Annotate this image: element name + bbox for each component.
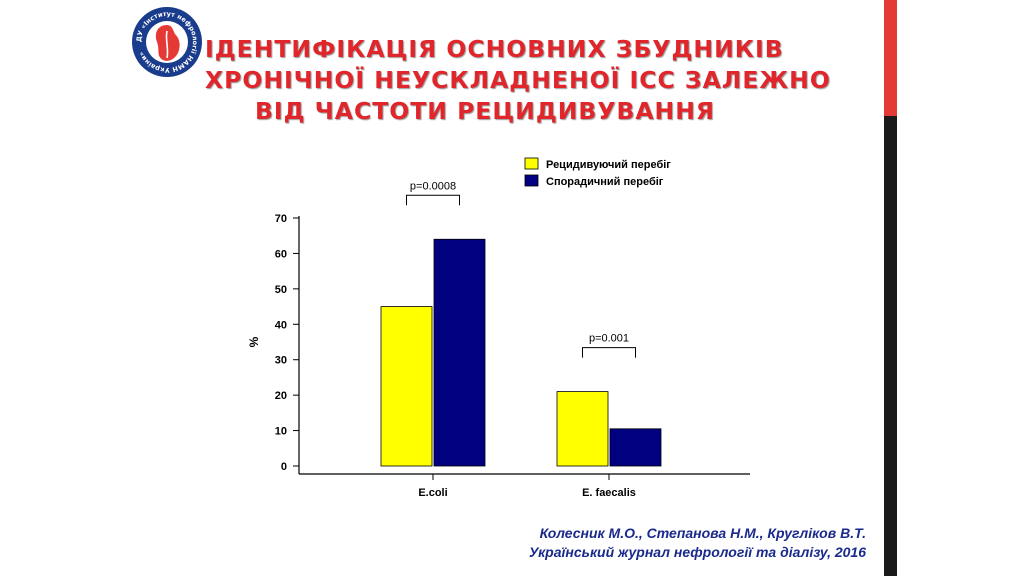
citation: Колесник М.О., Степанова Н.М., Кругліков… (529, 524, 866, 562)
side-bar (884, 0, 897, 576)
bar (380, 306, 433, 467)
significance-label: p=0.001 (589, 333, 629, 345)
y-tick-label: 70 (275, 213, 287, 225)
significance-bracket (406, 194, 460, 206)
legend-label: Спорадичний перебіг (546, 176, 664, 188)
y-tick-label: 10 (275, 426, 287, 438)
bar (556, 391, 609, 467)
y-tick-label: 50 (275, 284, 287, 296)
y-tick-label: 0 (281, 461, 287, 473)
y-tick-label: 20 (275, 390, 287, 402)
title-line-3: ВІД ЧАСТОТИ РЕЦИДИВУВАННЯ (255, 97, 715, 125)
significance-bracket (582, 347, 636, 358)
significance-label: p=0.0008 (410, 180, 456, 192)
citation-journal: Український журнал нефрології та діалізу… (528, 544, 866, 560)
bar (609, 428, 662, 467)
y-tick-label: 30 (275, 355, 287, 367)
title-line-1: ІДЕНТИФІКАЦІЯ ОСНОВНИХ ЗБУДНИКІВ (205, 35, 784, 63)
legend-swatch (524, 157, 539, 170)
citation-authors: Колесник М.О., Степанова Н.М., Кругліков… (539, 525, 866, 541)
y-tick-label: 60 (275, 248, 287, 260)
side-bar-accent (884, 0, 897, 116)
slide-title: ІДЕНТИФІКАЦІЯ ОСНОВНИХ ЗБУДНИКІВ ХРОНІЧН… (205, 34, 831, 127)
title-line-2: ХРОНІЧНОЇ НЕУСКЛАДНЕНОЇ ІСС ЗАЛЕЖНО (205, 66, 831, 94)
legend-swatch (524, 174, 539, 187)
y-tick-label: 40 (275, 319, 287, 331)
x-tick-label: E.coli (418, 487, 447, 499)
institute-logo: ДУ «Інститут нефрології НАМН України» (132, 7, 202, 77)
legend-label: Рецидивуючий перебіг (546, 159, 671, 171)
kidney-icon (155, 25, 180, 61)
x-tick-label: E. faecalis (582, 487, 636, 499)
y-axis-label: % (247, 336, 261, 347)
bar (433, 238, 486, 467)
